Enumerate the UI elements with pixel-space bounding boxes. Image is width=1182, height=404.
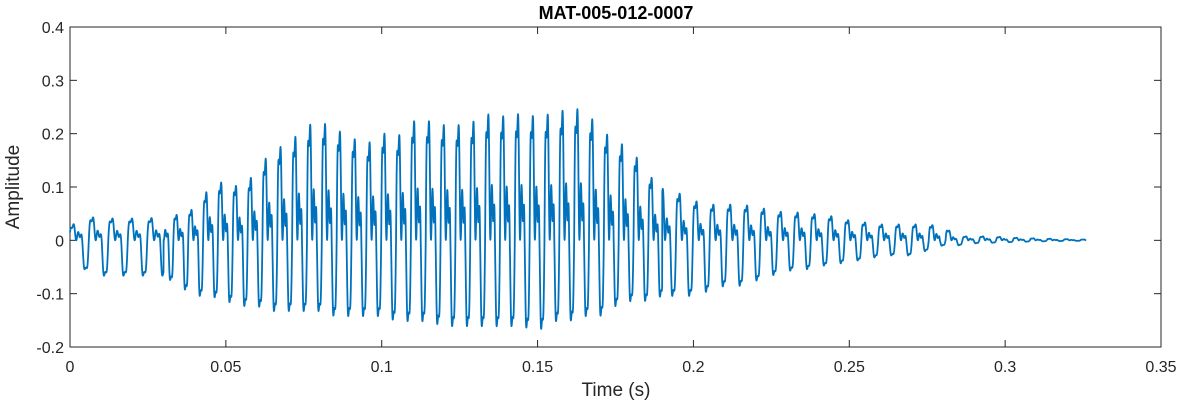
x-tick-label: 0.05 <box>210 359 241 376</box>
y-tick-label: 0 <box>55 233 64 250</box>
waveform-line <box>69 108 1087 330</box>
y-axis-title: Amplitude <box>3 145 24 230</box>
y-axis: -0.2 -0.1 0 0.1 0.2 0.3 0.4 <box>36 20 1161 357</box>
y-tick-label: 0.3 <box>42 73 64 90</box>
y-tick-label: 0.4 <box>42 20 64 37</box>
x-tick-label: 0.1 <box>371 359 393 376</box>
x-tick-label: 0.2 <box>682 359 704 376</box>
y-tick-label: 0.2 <box>42 127 64 144</box>
x-tick-label: 0 <box>66 359 75 376</box>
x-axis: 0 0.05 0.1 0.15 0.2 0.25 0.3 0.35 <box>66 27 1177 376</box>
x-tick-label: 0.3 <box>994 359 1016 376</box>
x-axis-title: Time (s) <box>582 380 651 401</box>
chart-title: MAT-005-012-0007 <box>539 3 694 23</box>
x-tick-label: 0.25 <box>834 359 865 376</box>
x-tick-label: 0.15 <box>522 359 553 376</box>
x-tick-label: 0.35 <box>1145 359 1176 376</box>
y-tick-label: 0.1 <box>42 180 64 197</box>
y-tick-label: -0.2 <box>36 340 64 357</box>
y-tick-label: -0.1 <box>36 287 64 304</box>
series-layer <box>69 108 1087 330</box>
